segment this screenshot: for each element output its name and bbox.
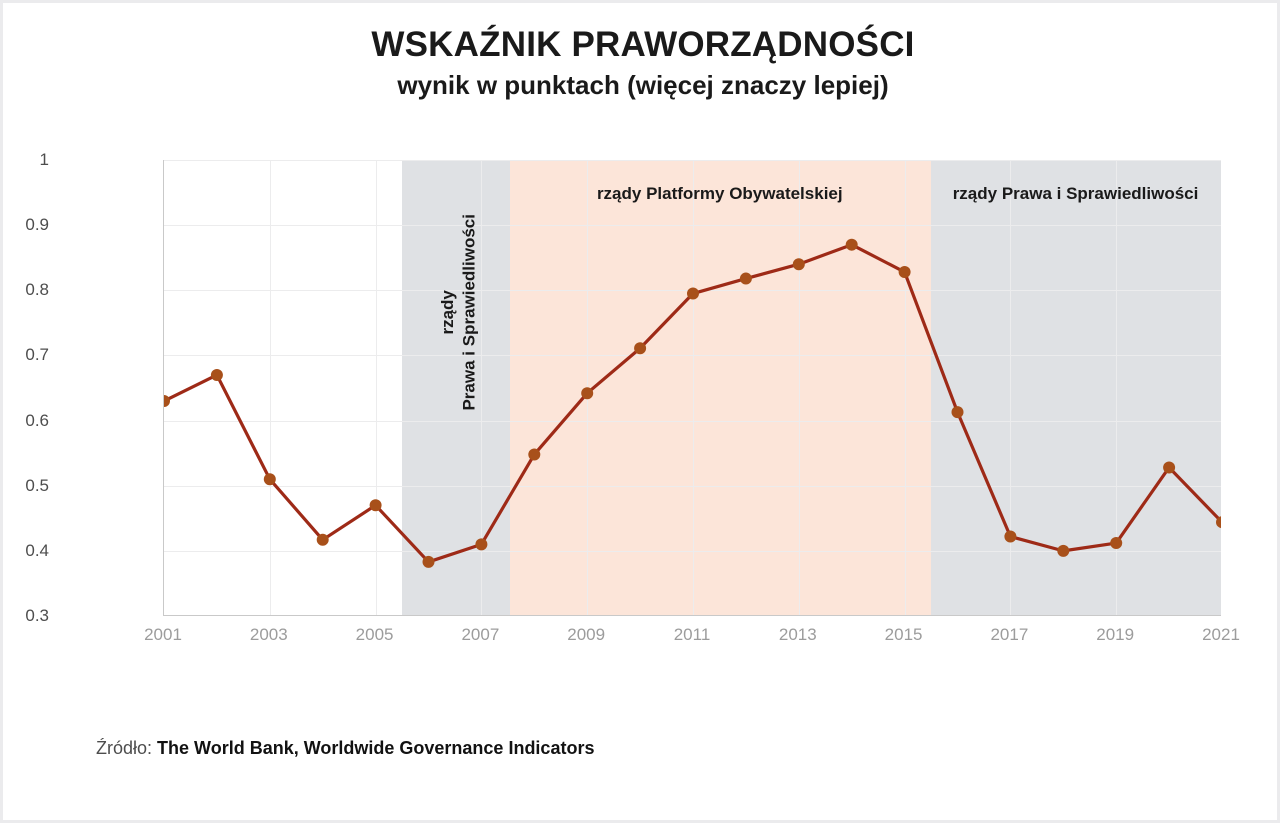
gridline-vertical [1010,160,1012,615]
y-axis-tick-label: 1 [39,150,49,169]
gridline-horizontal [164,550,1221,552]
series-layer [163,238,1221,568]
data-point[interactable] [1216,516,1221,529]
band-label-pis-second: rządy Prawa i Sprawiedliwości [952,184,1199,203]
data-point[interactable] [1163,461,1176,474]
gridline-horizontal [164,420,1221,422]
page-subtitle: wynik w punktach (więcej znaczy lepiej) [397,70,889,101]
band-label-po: rządy Platformy Obywatelskiej [596,184,843,203]
x-axis-tick-label: 2021 [1202,625,1240,644]
y-axis-tick-label: 0.5 [25,475,49,495]
source-value: The World Bank, Worldwide Governance Ind… [157,738,595,758]
data-point[interactable] [792,258,805,271]
gridline-vertical [798,160,800,615]
data-point[interactable] [475,538,488,551]
gridline-horizontal [164,160,1221,161]
gridline-vertical [375,160,377,615]
x-axis-tick-label: 2013 [778,625,817,644]
page-title: WSKAŹNIK PRAWORZĄDNOŚCI [371,25,915,64]
x-axis-tick-label: 2001 [144,625,182,644]
gridline-vertical [269,160,271,615]
data-point[interactable] [739,272,752,285]
x-axis-tick-label: 2017 [990,625,1029,644]
y-axis-tick-label: 0.7 [25,345,49,365]
data-point[interactable] [687,287,699,300]
data-point[interactable] [210,368,223,381]
data-point[interactable] [369,499,382,512]
source-label: Źródło: [96,738,153,758]
x-axis-tick-label: 2011 [673,625,711,644]
x-axis-tick-label: 2003 [249,625,288,644]
y-axis-tick-label: 0.9 [25,215,49,235]
x-axis-tick-label: 2007 [461,625,500,644]
period-band-pis-first [402,160,511,615]
y-axis-tick-label: 0.8 [25,280,49,300]
period-band-po [510,160,932,615]
gridline-horizontal [164,225,1221,227]
data-point[interactable] [1057,544,1070,557]
data-point[interactable] [1004,530,1017,543]
y-axis-tick-label: 0.3 [25,606,49,625]
gridline-horizontal [164,355,1221,357]
data-point[interactable] [845,238,858,251]
x-axis-tick-label: 2005 [355,625,394,644]
band-label-line: Prawa i Sprawiedliwości [459,214,479,411]
x-axis-tick-label: 2015 [884,625,923,644]
data-point[interactable] [1110,537,1123,550]
title-block: WSKAŹNIK PRAWORZĄDNOŚCI wynik w punktach… [3,25,1280,101]
gridline-horizontal [164,485,1221,487]
data-point[interactable] [163,395,170,408]
data-point[interactable] [422,555,435,568]
period-band-pis-second [931,160,1221,615]
band-label-pis-first: rządy Prawa i Sprawiedliwości [437,214,480,411]
data-point[interactable] [263,473,276,486]
y-axis-tick-label: 0.4 [25,540,49,560]
x-axis-tick-label: 2019 [1096,625,1135,644]
x-axis-tick-label: 2009 [567,625,606,644]
y-axis-tick-label: 0.6 [25,410,49,430]
plot-area [163,160,1221,616]
data-point[interactable] [316,533,329,546]
data-point[interactable] [951,406,964,419]
gridline-vertical [904,160,906,615]
plot-wrapper [163,160,1221,616]
data-point[interactable] [528,448,541,461]
data-point[interactable] [581,387,594,400]
band-label-line: rządy [438,290,458,335]
gridline-vertical [1116,160,1118,615]
data-point[interactable] [634,342,647,355]
gridline-vertical [693,160,694,615]
data-point[interactable] [898,266,911,279]
gridline-vertical [481,160,483,615]
source-note: Źródło: The World Bank, Worldwide Govern… [96,738,594,759]
